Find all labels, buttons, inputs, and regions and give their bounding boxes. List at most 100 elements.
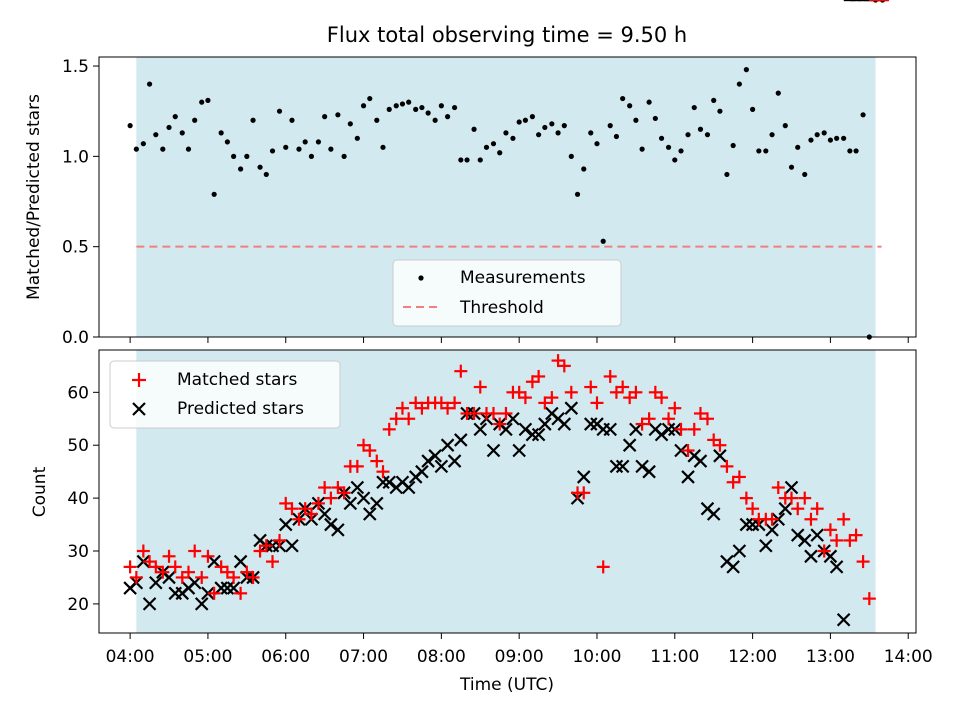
measurement-point [354,135,360,141]
predicted-point [350,480,365,495]
matched-point [791,502,805,516]
predicted-point [635,459,649,474]
matched-point [207,586,221,600]
measurement-point [192,117,198,123]
count-y-tick-label: 40 [67,489,89,509]
matched-point [181,565,195,579]
matched-point [810,502,824,516]
measurement-point [646,99,652,105]
matched-point [693,406,707,420]
predicted-point [836,612,851,627]
matched-point [603,369,617,383]
measurement-point [633,117,639,123]
x-tick-label: 06:00 [261,647,310,667]
predicted-point [440,438,455,452]
measurement-point [399,101,406,107]
count-legend-box [109,360,341,429]
matched-point [129,570,143,584]
matched-point [771,481,785,495]
measurement-point [444,114,451,120]
x-axis-label: Time (UTC) [459,675,554,695]
predicted-point [797,533,812,548]
measurement-point [308,153,315,159]
measurement-point [782,123,788,129]
predicted-point [473,422,488,437]
matched-point [123,560,137,574]
matched-point [473,380,487,394]
measurement-point [510,135,516,141]
measurement-point [522,117,528,123]
measurement-point [289,117,295,123]
ratio-y-tick-label: 0.5 [62,238,89,258]
matched-point [746,502,760,516]
measurement-point [620,95,626,102]
count-y-label: Count [30,466,50,517]
measurement-point [146,81,153,87]
measurement-point [568,153,574,159]
matched-point [830,533,844,547]
predicted-point [810,528,824,542]
measurement-point [763,148,769,154]
matched-point [700,412,714,426]
matched-point [732,470,746,484]
legend-threshold-label: Threshold [459,298,544,318]
predicted-point [525,427,540,442]
matched-point [376,465,390,479]
matched-point [201,549,215,563]
predicted-point [376,475,390,490]
measurement-point [588,130,594,136]
matched-point [467,406,481,420]
measurement-point [717,108,723,114]
measurement-point [834,135,840,141]
predicted-point [187,575,202,590]
matched-point [311,496,325,510]
predicted-point [220,581,235,595]
ratio-y-label: Matched/Predicted stars [24,94,44,300]
matched-point [584,380,598,394]
predicted-point [745,517,760,532]
matched-point [448,396,462,410]
legend-measurements-label: Measurements [460,268,586,288]
count-y-tick-label: 30 [67,542,89,562]
predicted-point [214,581,228,595]
legend-matched-marker [132,373,146,387]
matched-point [227,570,241,584]
measurement-point [296,146,302,152]
measurement-point [224,139,230,145]
count-panel: 20 30 40 50 60 04:00 05:00 06:00 07:00 08:00 09:0… [30,0,933,695]
matched-point [266,555,280,569]
measurement-point [438,103,444,109]
matched-point [363,444,377,458]
predicted-point [765,523,779,537]
matched-point [629,385,643,399]
measurement-point [360,103,367,109]
measurement-point [263,171,269,178]
matched-point [389,412,403,426]
measurement-point [140,141,146,147]
matched-point [655,391,669,405]
ratio-y-tick-label: 0.0 [62,328,89,348]
predicted-point [278,517,293,532]
matched-point [402,412,416,426]
matched-point [370,454,384,468]
matched-point [739,491,753,505]
legend-predicted-label: Predicted stars [177,399,304,419]
measurement-point [561,123,567,129]
matched-point [350,459,364,473]
predicted-point [790,528,805,542]
measurement-point [627,103,633,109]
matched-point [590,396,604,410]
predicted-point [615,459,630,474]
ratio-y-tick-label: 1.5 [62,57,89,77]
measurement-point [607,123,613,129]
measurement-point [581,166,587,172]
measurement-point [847,148,853,154]
matched-point [642,412,656,426]
measurement-point [685,132,691,138]
measurement-point [574,191,581,197]
matched-point [493,417,507,431]
predicted-point [421,454,435,468]
measurement-point [244,153,250,159]
count-y-tick-label: 60 [67,383,89,403]
ratio-panel-frame [98,56,917,338]
